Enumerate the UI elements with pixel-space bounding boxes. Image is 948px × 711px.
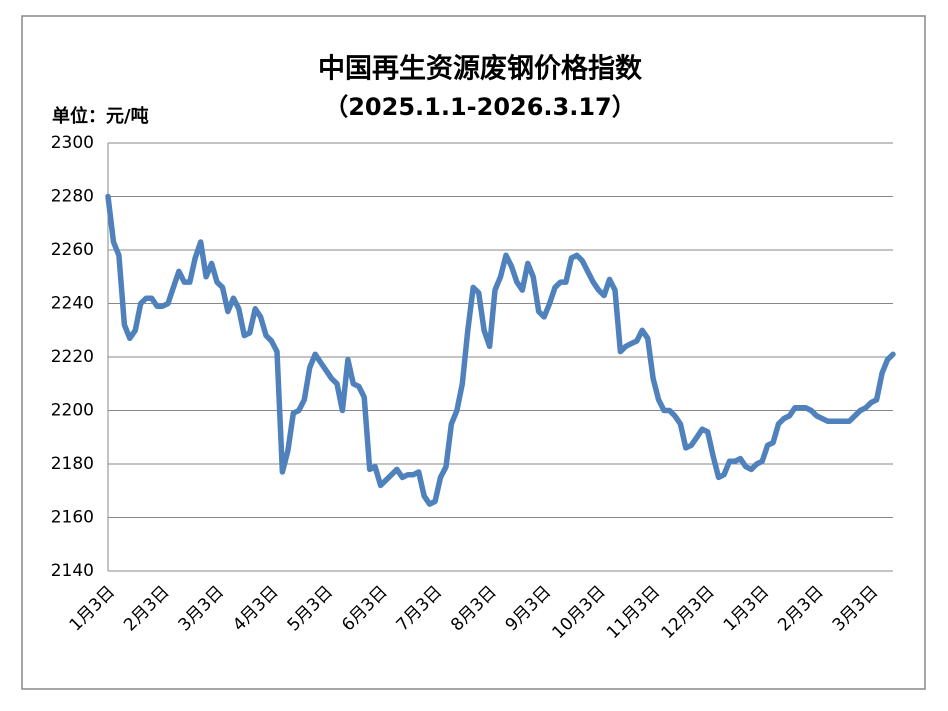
y-tick-label: 2280 — [51, 187, 94, 207]
y-tick-label: 2140 — [51, 561, 94, 581]
y-tick-label: 2260 — [51, 240, 94, 260]
chart-subtitle: （2025.1.1-2026.3.17） — [324, 93, 636, 121]
y-tick-label: 2220 — [51, 347, 94, 367]
y-tick-label: 2200 — [51, 401, 94, 421]
y-tick-label: 2300 — [51, 133, 94, 153]
y-tick-label: 2240 — [51, 294, 94, 314]
y-tick-label: 2180 — [51, 454, 94, 474]
chart-frame — [21, 15, 926, 690]
line — [105, 193, 896, 507]
y-tick-label: 2160 — [51, 508, 94, 528]
chart-title: 中国再生资源废钢价格指数 — [318, 53, 643, 85]
unit-label: 单位：元/吨 — [52, 105, 149, 127]
